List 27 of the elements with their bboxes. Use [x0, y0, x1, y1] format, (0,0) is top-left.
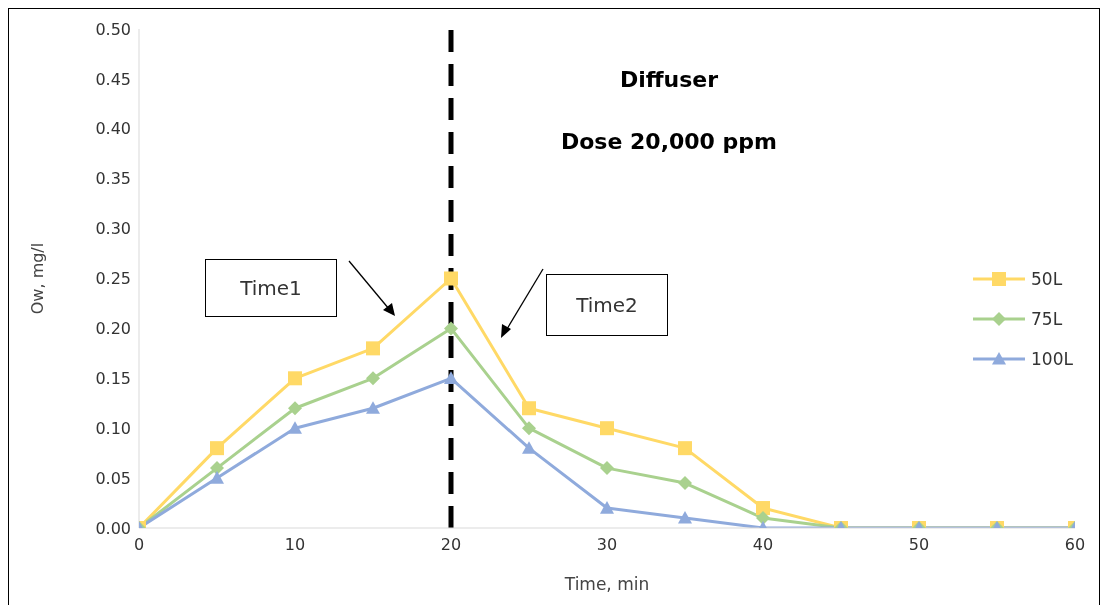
y-axis-title: Ow, mg/l: [27, 242, 47, 315]
y-tick-label: 0.00: [95, 518, 131, 538]
x-axis-title: Time, min: [563, 574, 650, 594]
x-tick-label: 60: [1064, 535, 1086, 554]
x-tick-label: 10: [284, 535, 306, 554]
text: Diffuser: [618, 67, 720, 92]
y-tick-label: 0.50: [95, 19, 131, 39]
x-tick-label: 50: [908, 535, 930, 554]
x-tick-label: 40: [752, 535, 774, 554]
legend-label: 75L: [1031, 309, 1063, 329]
legend-label: 50L: [1031, 269, 1063, 289]
text: Dose 20,000 ppm: [560, 129, 778, 154]
y-tick-label: 0.45: [95, 69, 131, 89]
y-tick-label: 0.35: [95, 169, 131, 189]
y-tick-label: 0.20: [95, 319, 131, 339]
y-tick-label: 0.05: [95, 468, 131, 488]
y-tick-label: 0.15: [95, 368, 131, 388]
legend-label: 100L: [1031, 349, 1073, 369]
y-tick-label: 0.30: [95, 219, 131, 239]
annotation: Time2: [546, 274, 668, 336]
annotation: Time1: [205, 259, 337, 317]
y-tick-label: 0.25: [95, 269, 131, 289]
y-tick-label: 0.40: [95, 119, 131, 139]
y-tick-label: 0.10: [95, 418, 131, 438]
x-tick-label: 0: [133, 535, 145, 554]
x-tick-label: 20: [440, 535, 462, 554]
x-tick-label: 30: [596, 535, 618, 554]
